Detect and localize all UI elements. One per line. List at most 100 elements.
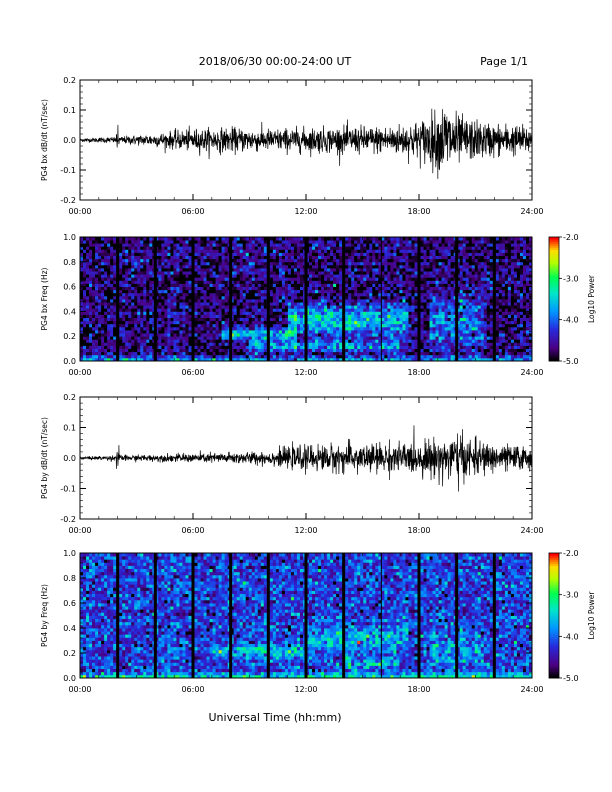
- spectrogram-cell: [260, 357, 265, 362]
- spectrogram-cell: [408, 264, 412, 269]
- spectrogram-cell: [251, 292, 256, 297]
- spectrogram-cell: [402, 326, 406, 331]
- spectrogram-cell: [146, 261, 150, 266]
- spectrogram-cell: [393, 237, 397, 241]
- spectrogram-cell: [101, 357, 105, 362]
- spectrogram-cell: [233, 261, 238, 266]
- spectrogram-cell: [155, 271, 159, 275]
- spectrogram-cell: [366, 295, 370, 300]
- spectrogram-cell: [414, 323, 418, 328]
- spectrogram-cell: [257, 333, 262, 337]
- spectrogram-cell: [402, 243, 406, 247]
- spectrogram-cell: [444, 357, 449, 362]
- spectrogram-cell: [197, 317, 201, 322]
- spectrogram-cell: [95, 292, 99, 297]
- spectrogram-cell: [408, 277, 412, 281]
- spectrogram-cell: [306, 252, 310, 256]
- spectrogram-cell: [176, 277, 180, 281]
- spectrogram-cell: [281, 317, 286, 322]
- spectrogram-cell: [321, 323, 325, 328]
- spectrogram-cell: [426, 336, 430, 340]
- spectrogram-cell: [197, 323, 201, 328]
- spectrogram-cell: [387, 261, 391, 266]
- spectrogram-cell: [378, 277, 382, 281]
- spectrogram-cell: [263, 271, 268, 275]
- spectrogram-cell: [125, 237, 129, 241]
- spectrogram-cell: [101, 289, 105, 294]
- spectrogram-cell: [80, 302, 84, 306]
- spectrogram-cell: [330, 286, 334, 291]
- spectrogram-cell: [399, 339, 403, 343]
- spectrogram-cell: [131, 264, 135, 269]
- spectrogram-cell: [209, 308, 213, 312]
- spectrogram-cell: [110, 280, 114, 284]
- spectrogram-cell: [200, 299, 204, 303]
- spectrogram-cell: [324, 237, 328, 241]
- spectrogram-cell: [248, 330, 253, 334]
- spectrogram-cell: [239, 252, 244, 256]
- spectrogram-cell: [272, 326, 277, 331]
- spectrogram-cell: [393, 268, 397, 272]
- spectrogram-cell: [366, 252, 370, 256]
- spectrogram-cell: [134, 336, 138, 340]
- spectrogram-cell: [441, 302, 446, 306]
- spectrogram-cell: [95, 354, 99, 359]
- spectrogram-cell: [275, 255, 280, 260]
- spectrogram-cell: [233, 348, 238, 353]
- spectrogram-cell: [336, 336, 340, 340]
- spectrogram-cell: [420, 243, 424, 247]
- spectrogram-cell: [110, 336, 114, 340]
- spectrogram-cell: [113, 249, 117, 253]
- spectrogram-cell: [212, 317, 216, 322]
- spectrogram-cell: [161, 289, 165, 294]
- spectrogram-cell: [245, 299, 250, 303]
- spectrogram-cell: [251, 345, 256, 349]
- spectrogram-cell: [321, 246, 325, 250]
- spectrogram-cell: [182, 274, 186, 278]
- spectrogram-cell: [161, 252, 165, 256]
- spectrogram-cell: [248, 292, 253, 297]
- spectrogram-cell: [375, 249, 379, 253]
- spectrogram-cell: [194, 351, 198, 356]
- spectrogram-cell: [275, 237, 280, 241]
- spectrogram-cell: [372, 292, 376, 297]
- spectrogram-cell: [333, 243, 337, 247]
- spectrogram-cell: [86, 249, 90, 253]
- spectrogram-cell: [360, 295, 364, 300]
- spectrogram-cell: [429, 292, 433, 297]
- spectrogram-cell: [239, 243, 244, 247]
- spectrogram-cell: [278, 237, 283, 241]
- spectrogram-cell: [339, 274, 343, 278]
- spectrogram-cell: [251, 237, 256, 241]
- spectrogram-cell: [110, 317, 114, 322]
- spectrogram-cell: [86, 261, 90, 266]
- spectrogram-cell: [363, 264, 367, 269]
- spectrogram-cell: [312, 255, 316, 260]
- spectrogram-cell: [318, 299, 322, 303]
- spectrogram-cell: [420, 268, 424, 272]
- spectrogram-cell: [107, 308, 111, 312]
- spectrogram-cell: [318, 323, 322, 328]
- spectrogram-cell: [128, 246, 132, 250]
- spectrogram-cell: [260, 345, 265, 349]
- spectrogram-cell: [263, 302, 268, 306]
- spectrogram-cell: [209, 280, 213, 284]
- spectrogram-cell: [309, 240, 313, 244]
- spectrogram-cell: [242, 271, 247, 275]
- spectrogram-cell: [80, 354, 84, 359]
- spectrogram-cell: [113, 302, 117, 306]
- spectrogram-cell: [402, 283, 406, 287]
- spectrogram-cell: [140, 348, 144, 353]
- spectrogram-cell: [143, 317, 147, 322]
- spectrogram-cell: [155, 305, 159, 309]
- spectrogram-cell: [131, 336, 135, 340]
- spectrogram-cell: [393, 295, 397, 300]
- spectrogram-cell: [275, 323, 280, 328]
- spectrogram-cell: [218, 246, 223, 250]
- spectrogram-cell: [333, 249, 337, 253]
- spectrogram-cell: [110, 323, 114, 328]
- spectrogram-cell: [429, 342, 433, 346]
- spectrogram-cell: [203, 314, 207, 318]
- spectrogram-cell: [348, 255, 352, 260]
- spectrogram-cell: [411, 302, 415, 306]
